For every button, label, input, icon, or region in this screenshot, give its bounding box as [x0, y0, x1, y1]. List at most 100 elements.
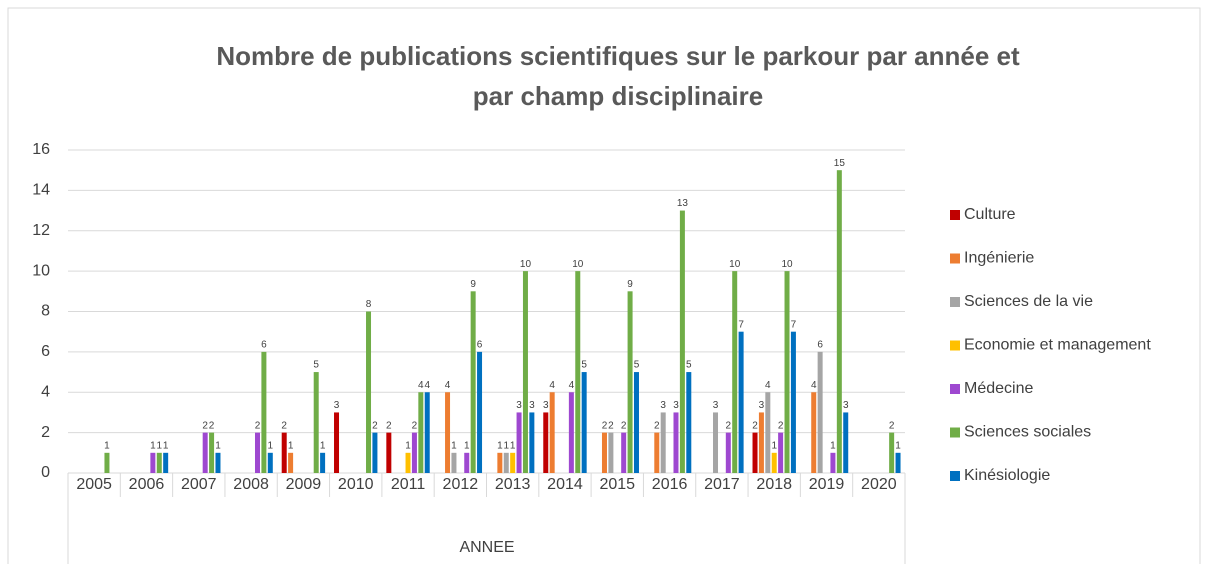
bar [581, 372, 587, 473]
legend-label: Kinésiologie [964, 467, 1050, 484]
bar [451, 452, 457, 473]
bar [334, 412, 340, 473]
bar [889, 432, 895, 473]
bar [758, 412, 764, 473]
x-tick-label: 2012 [443, 476, 479, 493]
y-tick-label: 12 [32, 222, 50, 239]
x-tick-label: 2006 [129, 476, 165, 493]
bar [281, 432, 287, 473]
data-label: 1 [497, 440, 503, 451]
bar [386, 432, 392, 473]
data-label: 2 [889, 420, 895, 431]
bar [202, 432, 208, 473]
bar [608, 432, 614, 473]
bar [811, 392, 817, 473]
x-tick-label: 2010 [338, 476, 374, 493]
data-label: 3 [334, 400, 340, 411]
bar [790, 331, 796, 473]
bar [725, 432, 731, 473]
y-tick-label: 10 [32, 262, 50, 279]
data-label: 3 [673, 400, 679, 411]
bar [575, 271, 581, 473]
bar [784, 271, 790, 473]
data-label: 1 [503, 440, 509, 451]
bar [673, 412, 679, 473]
data-label: 2 [281, 420, 287, 431]
data-label: 8 [366, 299, 372, 310]
bar [627, 291, 633, 473]
bar [601, 432, 607, 473]
bar [104, 452, 110, 473]
x-tick-label: 2009 [286, 476, 322, 493]
y-tick-label: 0 [41, 464, 50, 481]
bar [633, 372, 639, 473]
bar [686, 372, 692, 473]
x-tick-label: 2011 [391, 476, 426, 493]
bar [288, 452, 294, 473]
data-label: 1 [320, 440, 326, 451]
bar [424, 392, 430, 473]
bar [830, 452, 836, 473]
data-label: 1 [288, 440, 294, 451]
bar [209, 432, 215, 473]
data-label: 2 [608, 420, 614, 431]
data-label: 5 [634, 360, 640, 371]
bar [503, 452, 509, 473]
chart-title: Nombre de publications scientifiques sur… [216, 41, 1020, 71]
data-label: 2 [202, 420, 208, 431]
bar [654, 432, 660, 473]
data-label: 4 [569, 380, 575, 391]
data-label: 2 [621, 420, 627, 431]
bar [510, 452, 516, 473]
bar [516, 412, 522, 473]
bar [738, 331, 744, 473]
bar [411, 432, 417, 473]
bar [366, 311, 372, 473]
data-label: 2 [386, 420, 392, 431]
data-label: 3 [759, 400, 765, 411]
data-label: 1 [405, 440, 411, 451]
data-label: 2 [255, 420, 261, 431]
bar [372, 432, 378, 473]
bar [156, 452, 162, 473]
bar [418, 392, 424, 473]
legend-label: Sciences sociales [964, 424, 1091, 441]
chart-title: par champ disciplinaire [473, 81, 763, 111]
data-label: 3 [713, 400, 719, 411]
legend-label: Médecine [964, 380, 1033, 397]
data-label: 1 [150, 440, 156, 451]
data-label: 1 [215, 440, 221, 451]
legend-label: Ingénierie [964, 250, 1034, 267]
data-label: 7 [738, 319, 744, 330]
bar [765, 392, 771, 473]
legend-swatch [950, 427, 960, 438]
y-tick-label: 16 [32, 141, 50, 158]
bar [843, 412, 849, 473]
bar [543, 412, 549, 473]
data-label: 6 [817, 340, 823, 351]
legend-swatch [950, 340, 960, 351]
data-label: 7 [791, 319, 797, 330]
data-label: 3 [660, 400, 666, 411]
data-label: 2 [778, 420, 784, 431]
legend-label: Economie et management [964, 337, 1151, 354]
data-label: 1 [104, 440, 110, 451]
bar [549, 392, 555, 473]
data-label: 3 [529, 400, 535, 411]
data-label: 2 [726, 420, 732, 431]
x-tick-label: 2016 [652, 476, 688, 493]
bar [464, 452, 470, 473]
data-label: 4 [424, 380, 430, 391]
data-label: 10 [572, 259, 584, 270]
bar [477, 351, 483, 473]
data-label: 1 [268, 440, 274, 451]
data-label: 9 [627, 279, 633, 290]
bar [817, 351, 823, 473]
x-tick-label: 2008 [233, 476, 269, 493]
data-label: 9 [470, 279, 476, 290]
data-label: 2 [372, 420, 378, 431]
bar [679, 210, 685, 473]
bar [732, 271, 738, 473]
bar [163, 452, 169, 473]
